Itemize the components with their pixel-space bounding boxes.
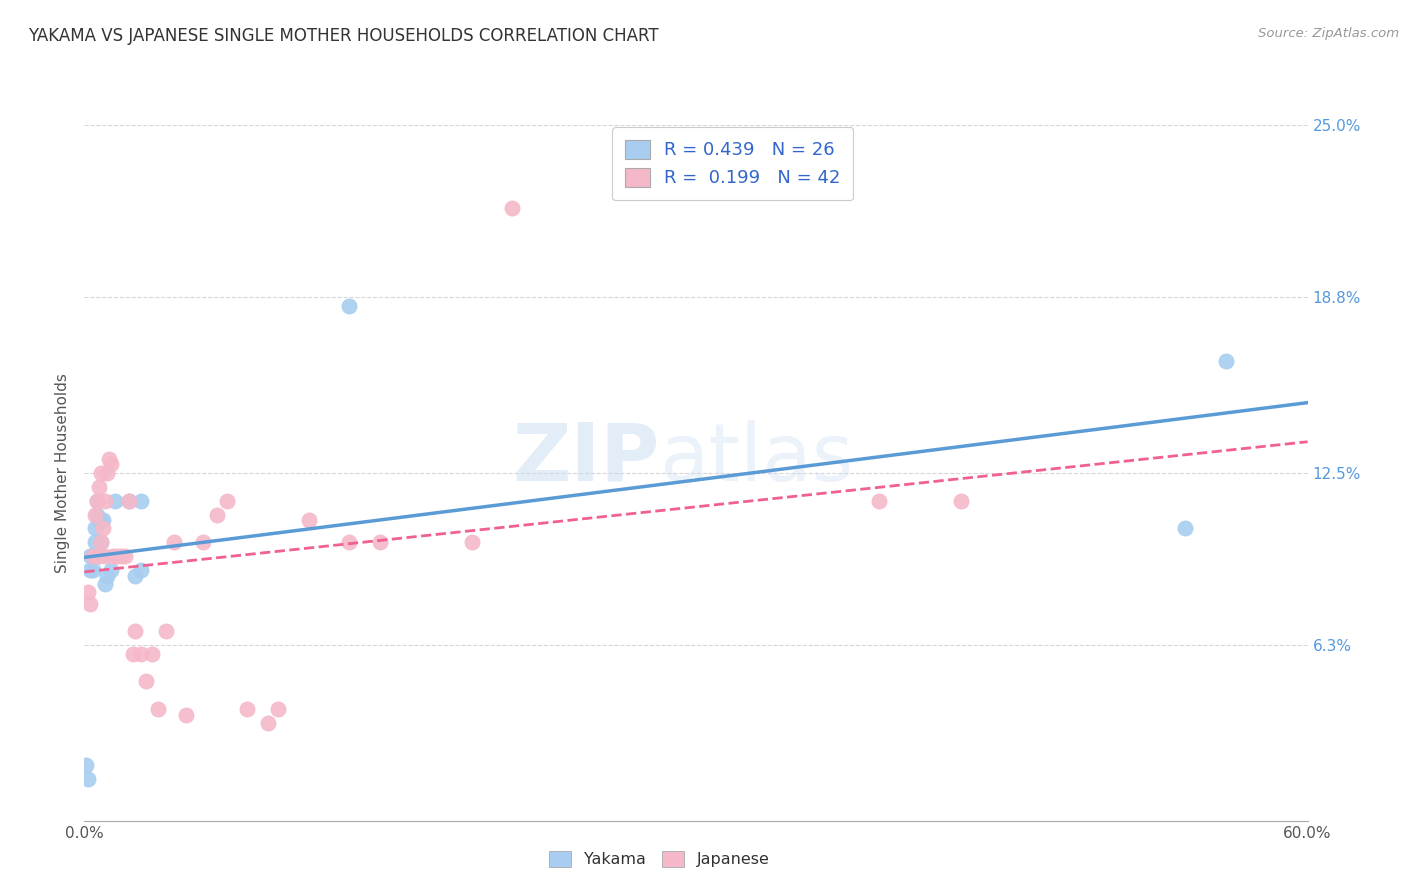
Point bbox=[1215, 354, 1237, 368]
Point bbox=[131, 563, 153, 577]
Point bbox=[82, 549, 104, 564]
Point bbox=[90, 535, 112, 549]
Point bbox=[97, 451, 120, 466]
Point bbox=[83, 535, 105, 549]
Text: YAKAMA VS JAPANESE SINGLE MOTHER HOUSEHOLDS CORRELATION CHART: YAKAMA VS JAPANESE SINGLE MOTHER HOUSEHO… bbox=[28, 27, 659, 45]
Point bbox=[83, 508, 105, 522]
Legend: Yakama, Japanese: Yakama, Japanese bbox=[541, 843, 778, 875]
Point bbox=[93, 577, 115, 591]
Point bbox=[146, 702, 169, 716]
Point bbox=[79, 563, 101, 577]
Point bbox=[86, 493, 108, 508]
Point bbox=[869, 493, 891, 508]
Point bbox=[217, 493, 239, 508]
Point bbox=[90, 513, 112, 527]
Point bbox=[90, 466, 112, 480]
Point bbox=[141, 647, 163, 661]
Point bbox=[257, 716, 280, 731]
Point bbox=[298, 513, 321, 527]
Point bbox=[501, 202, 523, 216]
Point bbox=[461, 535, 484, 549]
Point bbox=[174, 707, 197, 722]
Point bbox=[368, 535, 391, 549]
Point bbox=[83, 521, 105, 535]
Point bbox=[96, 568, 118, 582]
Point bbox=[86, 493, 108, 508]
Point bbox=[1174, 521, 1197, 535]
Point bbox=[86, 549, 108, 564]
Point bbox=[205, 508, 228, 522]
Point bbox=[339, 535, 360, 549]
Point bbox=[79, 597, 101, 611]
Point bbox=[87, 549, 110, 564]
Point bbox=[163, 535, 186, 549]
Point bbox=[91, 521, 114, 535]
Point bbox=[87, 480, 110, 494]
Point bbox=[339, 299, 360, 313]
Point bbox=[267, 702, 290, 716]
Point bbox=[82, 549, 104, 564]
Point bbox=[122, 647, 145, 661]
Point bbox=[191, 535, 214, 549]
Point bbox=[236, 702, 259, 716]
Point bbox=[131, 493, 153, 508]
Point bbox=[114, 549, 136, 564]
Point bbox=[124, 624, 146, 639]
Text: ZIP: ZIP bbox=[512, 420, 659, 498]
Point bbox=[135, 674, 157, 689]
Point bbox=[155, 624, 177, 639]
Point bbox=[118, 493, 141, 508]
Point bbox=[86, 508, 108, 522]
Text: atlas: atlas bbox=[659, 420, 853, 498]
Point bbox=[105, 549, 128, 564]
Point bbox=[118, 493, 141, 508]
Y-axis label: Single Mother Households: Single Mother Households bbox=[55, 373, 70, 573]
Point bbox=[79, 549, 101, 564]
Point bbox=[77, 772, 100, 786]
Point bbox=[77, 585, 100, 599]
Point bbox=[104, 493, 127, 508]
Point bbox=[93, 549, 115, 564]
Point bbox=[75, 758, 97, 772]
Point bbox=[110, 549, 132, 564]
Point bbox=[101, 549, 124, 564]
Point bbox=[131, 647, 153, 661]
Point bbox=[100, 458, 122, 472]
Point bbox=[91, 513, 114, 527]
Point bbox=[93, 493, 115, 508]
Text: Source: ZipAtlas.com: Source: ZipAtlas.com bbox=[1258, 27, 1399, 40]
Point bbox=[82, 563, 104, 577]
Point bbox=[124, 568, 146, 582]
Point bbox=[87, 513, 110, 527]
Point bbox=[90, 535, 112, 549]
Point bbox=[100, 563, 122, 577]
Point bbox=[950, 493, 973, 508]
Point bbox=[96, 466, 118, 480]
